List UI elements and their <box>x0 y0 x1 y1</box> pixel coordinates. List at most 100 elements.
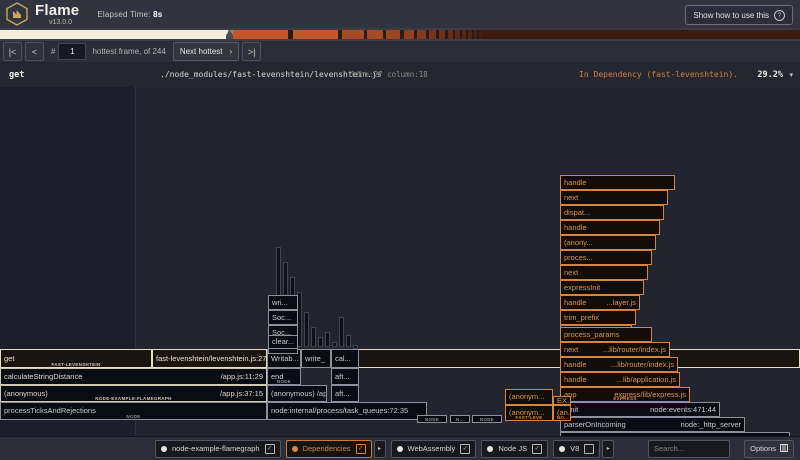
flame-frame[interactable]: EX.. <box>553 396 571 405</box>
flame-frame[interactable]: (anony... <box>560 235 656 250</box>
flame-frame[interactable]: NODE <box>417 415 447 423</box>
flame-frame-label: get <box>1 355 14 363</box>
flame-frame[interactable]: process_params <box>560 327 652 342</box>
flame-frame[interactable]: (an...NO.. <box>553 405 571 421</box>
options-button[interactable]: Options <box>744 440 794 458</box>
frame-count-label: hottest frame, of 244 <box>92 47 165 56</box>
timeline-segment[interactable] <box>367 30 383 39</box>
flame-frame[interactable]: calculateStringDistance/app.js:11:29 <box>0 368 267 385</box>
flame-frame[interactable]: (anonym...FAST-LEVE <box>505 405 553 421</box>
legend-item[interactable]: Node JS✓ <box>481 440 548 458</box>
flame-frame[interactable]: NODE <box>472 415 502 423</box>
flame-frame[interactable]: write_ <box>301 349 331 368</box>
flame-frame[interactable]: next <box>560 265 648 280</box>
flame-frame[interactable]: Soc... <box>268 310 298 325</box>
flame-frame-label: next <box>561 346 578 354</box>
flame-frame-bar[interactable] <box>304 312 309 347</box>
first-frame-button[interactable]: |< <box>3 42 22 61</box>
flame-frame[interactable]: expressInit <box>560 280 644 295</box>
timeline-segment[interactable] <box>233 30 288 39</box>
elapsed-time: Elapsed Time: 8s <box>97 10 162 19</box>
flame-frame-label: next <box>561 194 578 202</box>
frame-dependency-label: In Dependency (fast-levenshtein). <box>579 70 738 79</box>
flame-frame[interactable]: handle...lib/application.js <box>560 372 680 387</box>
flame-frame[interactable]: (anonymous) /app.js <box>267 385 327 402</box>
legend-expand-button[interactable]: ▸ <box>374 440 386 458</box>
next-hottest-button[interactable]: Next hottest › <box>173 42 239 61</box>
flame-frame-label: write_ <box>302 355 325 363</box>
flame-frame-location: ...lib/application.js <box>617 376 676 384</box>
timeline-segment[interactable] <box>417 30 426 39</box>
flame-frame-bar[interactable] <box>318 337 323 347</box>
legend-checkbox[interactable]: ✓ <box>460 444 470 454</box>
flame-frame[interactable]: aft... <box>331 385 359 402</box>
flame-frame-label: node:internal/process/task_queues:72:35 <box>268 407 408 415</box>
flame-frame[interactable]: next <box>560 190 668 205</box>
timeline-scrubber[interactable] <box>0 28 800 41</box>
legend-item[interactable]: V8 <box>553 440 600 458</box>
timeline-segment[interactable] <box>0 30 228 39</box>
flame-frame-bar[interactable] <box>325 332 330 347</box>
flame-frame-location: /app.js:11:29 <box>221 373 263 381</box>
last-frame-button[interactable]: >| <box>242 42 261 61</box>
flame-frame-label: handle <box>561 179 587 187</box>
legend-item[interactable]: node-example-flamegraph✓ <box>155 440 281 458</box>
frame-index-input[interactable]: 1 <box>58 43 86 60</box>
legend-checkbox[interactable] <box>584 444 594 454</box>
chevron-down-icon[interactable]: ▾ <box>789 71 793 79</box>
flame-frame[interactable]: (anonym... <box>505 389 553 405</box>
flame-frame-bar[interactable] <box>346 335 351 347</box>
flame-frame[interactable]: handle...lib/router/index.js <box>560 357 678 372</box>
flame-frame-label: handle <box>561 224 587 232</box>
flame-frame[interactable]: fast-levenshtein/levenshtein.js:27:18 <box>152 349 267 368</box>
legend-expand-button[interactable]: ▸ <box>602 440 614 458</box>
flame-frame-tag: FAST-LEVE <box>506 416 552 421</box>
timeline-segment[interactable] <box>482 30 800 39</box>
flame-frame[interactable]: aft... <box>331 368 359 385</box>
legend-item[interactable]: WebAssembly✓ <box>391 440 477 458</box>
flame-frame[interactable]: N... <box>450 415 470 423</box>
flame-frame-label: cal... <box>332 355 351 363</box>
flame-frame-label: aft... <box>332 373 350 381</box>
show-how-to-use-button[interactable]: Show how to use this ? <box>685 5 793 25</box>
legend-color-dot <box>161 446 167 452</box>
flame-frame-label: expressInit <box>561 284 600 292</box>
flame-frame-bar[interactable] <box>311 327 316 347</box>
timeline-track[interactable] <box>0 30 800 39</box>
timeline-segment[interactable] <box>342 30 364 39</box>
flame-frame-bar[interactable] <box>332 342 337 347</box>
flame-frame[interactable]: handle <box>560 220 660 235</box>
timeline-segment[interactable] <box>293 30 338 39</box>
legend-color-dot <box>559 446 565 452</box>
timeline-segment[interactable] <box>404 30 414 39</box>
timeline-segment[interactable] <box>386 30 400 39</box>
flame-frame[interactable]: handle...layer.js <box>560 295 640 310</box>
flame-frame[interactable]: proces... <box>560 250 652 265</box>
flame-frame[interactable]: dispat... <box>560 205 664 220</box>
flame-frame[interactable]: node:internal/process/task_queues:72:35 <box>267 402 427 420</box>
legend-checkbox[interactable]: ✓ <box>356 444 366 454</box>
flamegraph-canvas[interactable]: getgetFAST-LEVENSHTEINfast-levenshtein/l… <box>0 87 800 436</box>
timeline-segment[interactable] <box>429 30 436 39</box>
legend-color-dot <box>292 446 298 452</box>
legend-checkbox[interactable]: ✓ <box>532 444 542 454</box>
flame-frame[interactable]: cal... <box>331 349 359 368</box>
prev-frame-button[interactable]: < <box>25 42 44 61</box>
legend-checkbox[interactable]: ✓ <box>265 444 275 454</box>
flame-frame[interactable]: handle <box>560 175 675 190</box>
flame-frame-bar[interactable] <box>339 317 344 347</box>
legend-item[interactable]: Dependencies✓ <box>286 440 372 458</box>
flame-frame-tag: NODE <box>473 418 501 423</box>
search-input[interactable]: Search... <box>648 440 730 458</box>
flame-frame[interactable]: clear... <box>268 335 298 349</box>
flame-frame[interactable]: trim_prefix <box>560 310 636 325</box>
flame-frame[interactable]: next...lib/router/index.js <box>560 342 670 357</box>
flame-frame[interactable]: wri... <box>268 295 298 310</box>
